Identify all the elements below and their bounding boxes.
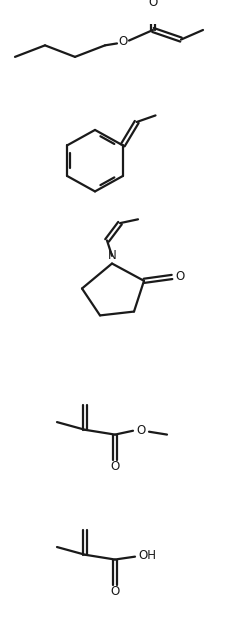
Text: O: O xyxy=(118,35,128,48)
Text: O: O xyxy=(148,0,158,9)
Text: O: O xyxy=(176,271,184,284)
Text: N: N xyxy=(108,249,116,262)
Text: OH: OH xyxy=(138,549,156,562)
Text: O: O xyxy=(136,424,145,437)
Text: O: O xyxy=(110,585,120,598)
Text: O: O xyxy=(110,460,120,473)
